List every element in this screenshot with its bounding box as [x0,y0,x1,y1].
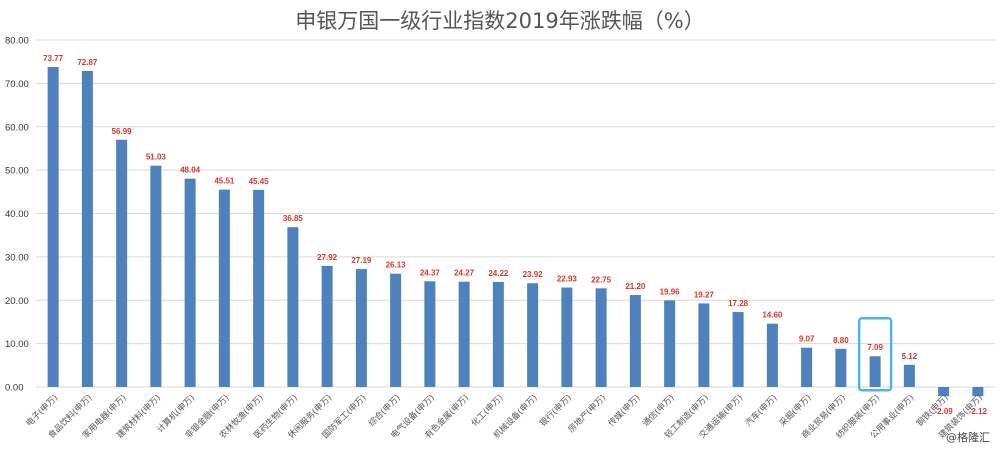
bar [766,323,778,387]
data-label: 24.37 [420,268,441,277]
x-tick-label: 传媒(申万) [606,392,643,429]
data-label: 51.03 [146,153,167,162]
data-label: 9.07 [799,335,815,344]
data-label: 73.77 [43,54,64,63]
bar [664,300,676,387]
data-label: 7.09 [867,343,883,352]
y-tick-label: 0.00 [5,383,24,394]
x-tick-label: 采掘(申万) [777,392,814,429]
bar [629,295,641,387]
x-tick-label: 银行(申万) [537,392,574,429]
y-tick-label: 40.00 [5,209,29,220]
highlight-rect [857,316,893,392]
data-label: 14.60 [762,311,783,320]
y-axis: 80.00 70.00 60.00 50.00 40.00 30.00 20.00 10.00… [5,36,29,394]
data-labels: 73.77 72.87 56.99 51.03 48.04 45.51 45.45 36.85… [43,54,987,416]
data-label: 36.85 [283,214,304,223]
data-label: 26.13 [386,261,407,270]
chart-title: 申银万国一级行业指数2019年涨跌幅（%） [295,9,704,33]
bar [801,347,813,387]
data-label: 19.96 [660,287,681,296]
x-tick-label: 综合(申万) [366,392,403,429]
y-tick-label: 20.00 [5,296,29,307]
bar [938,387,950,397]
data-label: 22.75 [591,275,612,284]
data-label: 24.27 [454,269,475,278]
data-label: 23.92 [523,270,544,279]
bar [458,281,470,387]
bar [972,387,984,397]
x-tick-label: 化工(申万) [469,392,506,429]
bar [869,356,881,387]
bar [287,227,299,387]
bar [595,288,607,387]
bar [321,265,333,387]
data-label: 24.22 [488,269,509,278]
y-tick-label: 30.00 [5,252,29,263]
y-tick-label: 10.00 [5,339,29,350]
y-tick-label: 70.00 [5,79,29,90]
bar [150,165,162,387]
data-label: 8.80 [833,336,849,345]
y-tick-label: 50.00 [5,166,29,177]
highlight-box [857,316,893,392]
bar [424,281,436,387]
data-label: 17.28 [728,299,749,308]
bar [253,189,265,387]
data-label: 45.45 [249,177,270,186]
bar [527,283,539,387]
bar [355,269,367,387]
x-axis: 电子(申万)食品饮料(申万)家用电器(申万)建筑材料(申万)计算机(申万)非银金… [24,392,985,441]
data-label: -2.09 [935,407,954,416]
data-label: 48.04 [180,166,201,175]
bar [390,273,402,387]
bars [47,67,984,397]
y-tick-label: 60.00 [5,122,29,133]
data-label: 27.92 [317,253,338,262]
bar [81,70,93,387]
data-label: 72.87 [77,58,98,67]
bar [47,67,59,387]
bar [492,281,504,387]
data-label: 27.19 [351,256,372,265]
data-label: -2.12 [969,407,988,416]
bar [903,364,915,387]
bar [116,139,128,387]
watermark: @格隆汇 [946,431,990,444]
data-label: 22.93 [557,275,578,284]
bar [732,312,744,387]
y-tick-label: 80.00 [5,36,29,47]
x-tick-label: 汽车(申万) [743,392,780,429]
data-label: 21.20 [625,282,646,291]
x-tick-label: 通信(申万) [640,392,677,429]
bar [184,178,196,387]
data-label: 19.27 [694,290,715,299]
grid-lines [36,39,995,388]
data-label: 56.99 [112,127,133,136]
bar [698,303,710,387]
bar [835,348,847,387]
bar [561,287,573,387]
data-label: 45.51 [214,177,235,186]
x-tick-label: 电子(申万) [24,392,61,429]
data-label: 5.12 [902,352,918,361]
bar [218,189,230,387]
